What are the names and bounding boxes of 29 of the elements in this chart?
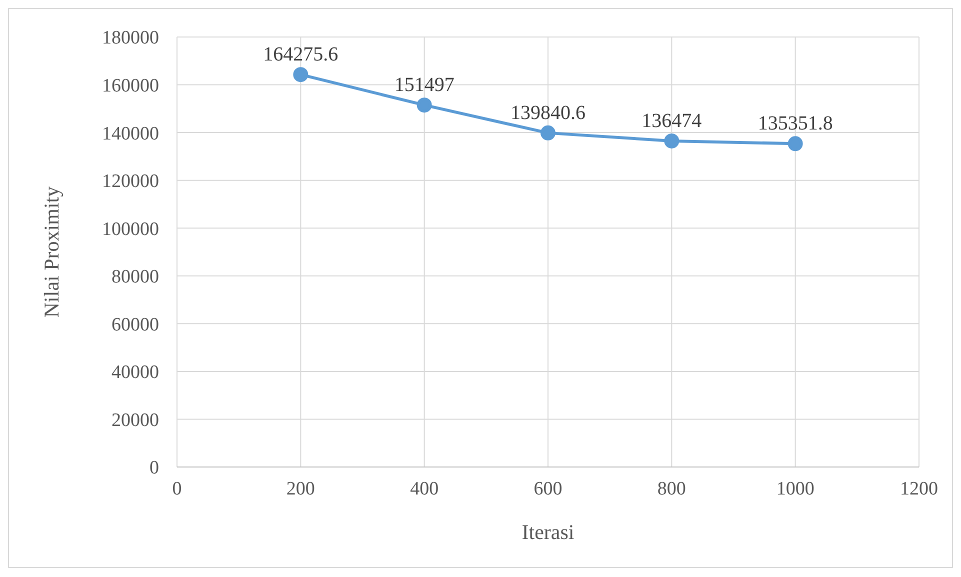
y-tick-label: 0	[150, 458, 159, 479]
x-tick-label: 800	[657, 478, 686, 500]
y-tick-label: 60000	[112, 314, 159, 336]
point	[788, 136, 803, 152]
point	[664, 133, 680, 148]
y-tick-label: 40000	[112, 362, 159, 384]
y-tick-label: 120000	[102, 171, 159, 192]
data-label: 164275.6	[263, 44, 338, 66]
y-tick-label: 80000	[112, 266, 159, 288]
point	[293, 67, 308, 82]
x-tick-label: 0	[172, 478, 182, 500]
y-axis-title: Nilai Proximity	[39, 186, 64, 318]
y-tick-label: 160000	[102, 76, 159, 97]
data-label: 151497	[394, 74, 454, 96]
point	[416, 98, 432, 113]
y-tick-label: 180000	[102, 28, 159, 49]
x-tick-label: 600	[534, 478, 562, 500]
x-axis-title: Iterasi	[522, 520, 574, 544]
data-label: 135351.8	[758, 112, 833, 135]
data-label: 139840.6	[510, 102, 586, 124]
y-tick-label: 20000	[112, 410, 159, 431]
x-tick-label: 400	[410, 478, 439, 500]
x-tick-label: 200	[286, 478, 315, 500]
point	[540, 125, 556, 140]
data-label: 136474	[642, 110, 702, 132]
y-tick-label: 140000	[102, 123, 159, 144]
x-tick-label: 1200	[900, 478, 938, 500]
y-tick-label: 100000	[102, 218, 159, 240]
x-tick-label: 1000	[776, 478, 814, 500]
